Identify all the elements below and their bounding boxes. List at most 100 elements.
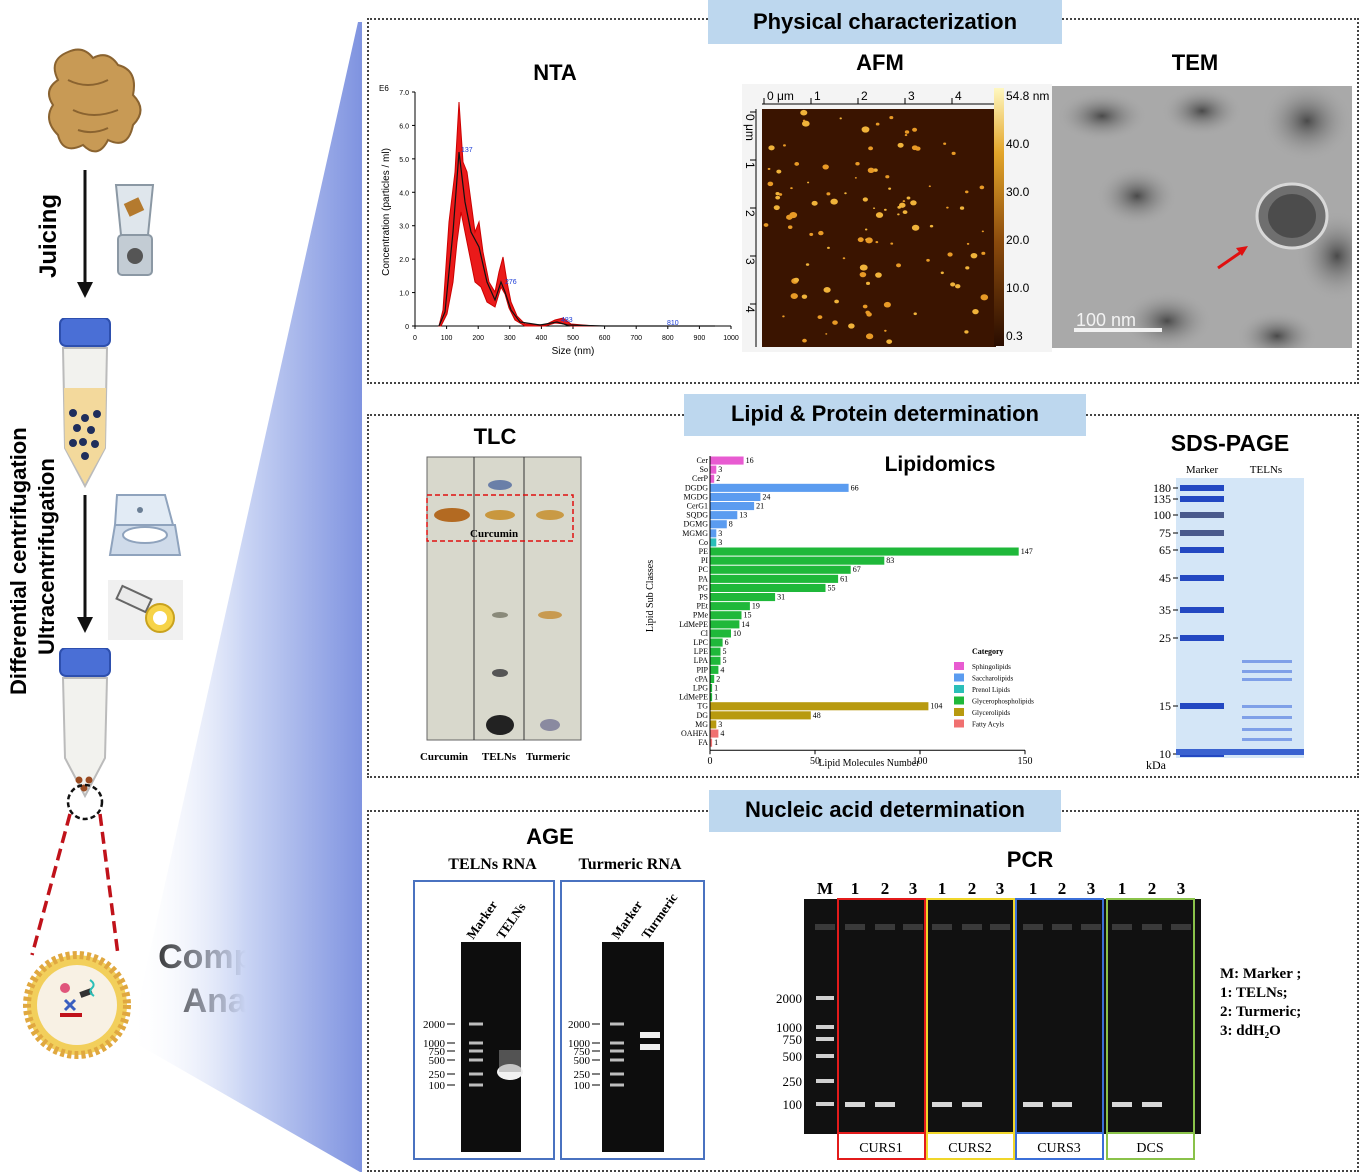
pcr-legend-item: 3: ddH₂O: [1220, 1023, 1281, 1039]
afm-particle: [979, 185, 985, 190]
lipidomics-value-label: 5: [723, 656, 727, 665]
lipidomics-value-label: 3: [718, 465, 722, 474]
afm-particle: [946, 206, 949, 209]
afm-ytick-label: 0 μm: [743, 114, 757, 141]
afm-scale-label: 20.0: [1006, 233, 1030, 247]
pcr-title: PCR: [1006, 847, 1054, 872]
sds-unit: kDa: [1146, 758, 1167, 772]
sds-lane-label: TELNs: [1250, 464, 1282, 476]
afm-particle: [902, 200, 906, 203]
lipidomics-bar: [710, 583, 826, 592]
afm-particle: [911, 224, 920, 231]
nta-ytick-label: 2.0: [399, 257, 409, 264]
arrow-down-icon: [77, 495, 93, 633]
pcr-lane-label: 2: [968, 879, 977, 898]
afm-particle: [875, 241, 879, 244]
afm-particle: [830, 198, 838, 205]
lipidomics-legend-title: Category: [972, 647, 1004, 656]
afm-xtick-label: 0 μm: [767, 89, 794, 103]
age-ladder-band: [610, 1072, 624, 1076]
pcr-lane-label: 1: [938, 879, 947, 898]
lipidomics-category-label: LdMePE: [679, 620, 708, 629]
tlc-lane-label: TELNs: [482, 751, 517, 763]
differential-label: Differential centrifugation: [6, 427, 31, 695]
afm-particle: [981, 251, 986, 255]
nta-peak-label: 810: [667, 320, 679, 327]
lipidomics-bar: [710, 693, 713, 702]
lipidomics-value-label: 31: [777, 593, 785, 602]
blender-icon: [114, 184, 155, 276]
lipidomics-legend-label: Glycerolipids: [972, 709, 1010, 717]
pcr-group-label: CURS2: [948, 1141, 992, 1156]
ginger-illustration: [48, 48, 142, 153]
afm-particle: [826, 192, 831, 196]
sds-marker-band: [1180, 496, 1224, 502]
age-ladder-label: 1000: [568, 1038, 591, 1050]
sds-marker-label: 180: [1153, 481, 1171, 495]
pcr-well: [1112, 924, 1132, 930]
lipidomics-value-label: 2: [716, 674, 720, 683]
afm-particle: [965, 266, 970, 270]
nta-ytick-label: 7.0: [399, 90, 409, 97]
lipidomics-category-label: DGMG: [684, 520, 709, 529]
nta-xtick-label: 800: [662, 335, 674, 342]
sds-marker-label: 75: [1159, 526, 1171, 540]
afm-particle: [865, 333, 874, 340]
afm-particle: [844, 192, 847, 195]
afm-scale-label: 40.0: [1006, 137, 1030, 151]
afm-scale-label: 10.0: [1006, 281, 1030, 295]
sds-sample-band: [1242, 705, 1292, 708]
afm-xtick-label: 2: [861, 89, 868, 103]
sds-sample-band: [1242, 738, 1292, 741]
afm-particle: [866, 281, 871, 286]
lipidomics-value-label: 5: [723, 647, 727, 656]
age-ladder-band: [610, 1022, 624, 1026]
sds-marker-band: [1180, 607, 1224, 613]
lipidomics-value-label: 48: [813, 711, 821, 720]
age-ladder-band: [610, 1049, 624, 1053]
pcr-ladder-band: [816, 1079, 834, 1083]
pcr-well: [815, 924, 835, 930]
age-ladder-label: 100: [574, 1080, 591, 1092]
afm-particle: [873, 168, 878, 172]
tlc-band-label: Curcumin: [470, 528, 518, 540]
pcr-lane-label: 1: [1118, 879, 1127, 898]
afm-particle: [862, 197, 868, 202]
afm-particle: [794, 162, 800, 166]
tem-title: TEM: [1171, 50, 1219, 75]
lipidomics-category-label: DGDG: [685, 483, 708, 492]
afm-particle: [825, 333, 828, 335]
lipidomics-legend-label: Prenol Lipids: [972, 686, 1010, 694]
pcr-well: [932, 924, 952, 930]
afm-particle: [862, 304, 868, 309]
lipidomics-value-label: 16: [746, 456, 754, 465]
lipidomics-value-label: 66: [851, 483, 859, 492]
lipidomics-category-label: LPG: [693, 684, 708, 693]
pcr-group-label: DCS: [1136, 1141, 1163, 1156]
lipidomics-category-label: MGMG: [682, 529, 708, 538]
afm-particle: [817, 315, 823, 320]
pcr-band: [1052, 1102, 1072, 1107]
lipidomics-bar: [710, 711, 811, 720]
pcr-ladder-band: [816, 1102, 834, 1106]
lipidomics-category-label: MG: [695, 720, 708, 729]
pcr-band: [1023, 1102, 1043, 1107]
pcr-ladder-label: 500: [783, 1049, 803, 1064]
afm-particle: [886, 339, 893, 344]
afm-particle: [782, 315, 785, 318]
lipidomics-bar: [710, 684, 713, 693]
sds-lane-label: Marker: [1186, 464, 1219, 476]
lipidomics-value-label: 1: [714, 738, 718, 747]
sds-marker-band: [1180, 547, 1224, 553]
lipidomics-category-label: CerP: [692, 474, 709, 483]
sds-marker-label: 135: [1153, 492, 1171, 506]
nta-peak-label: 483: [561, 317, 573, 324]
afm-particle: [763, 223, 769, 227]
pcr-ladder-band: [816, 1037, 834, 1041]
age-ladder-label: 500: [574, 1055, 591, 1067]
lipidomics-category-label: PG: [698, 583, 708, 592]
pcr-group-box: [1106, 898, 1195, 1160]
afm-particle: [839, 117, 842, 120]
